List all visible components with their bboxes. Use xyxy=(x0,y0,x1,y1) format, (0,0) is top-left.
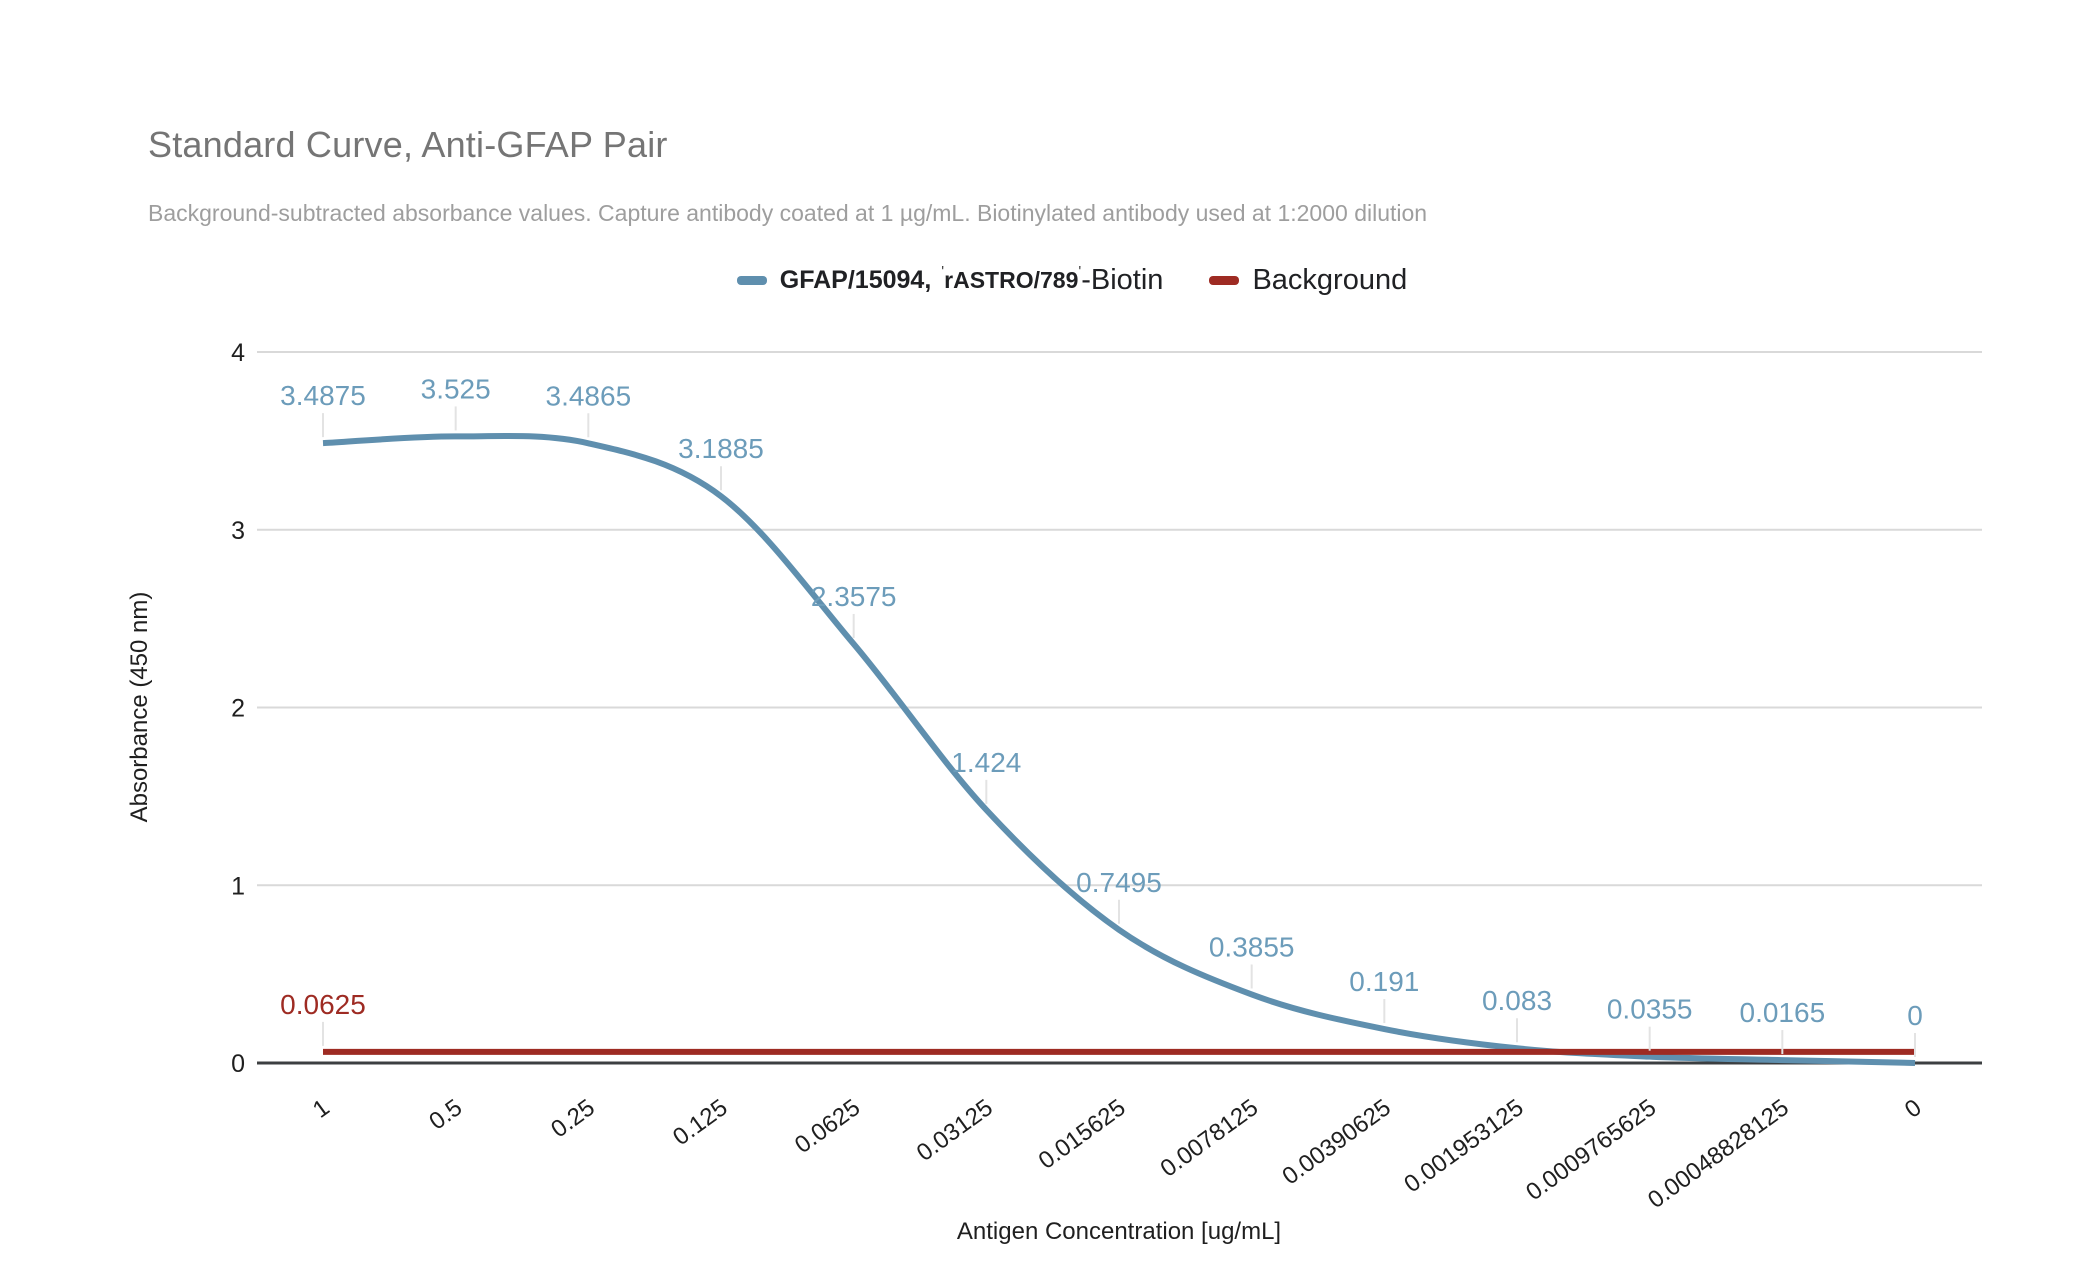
x-tick-label: 0.0078125 xyxy=(1156,1094,1264,1183)
legend: GFAP/15094 , ' rASTRO/789 ' -Biotin Back… xyxy=(0,263,2086,297)
x-tick-label: 0.125 xyxy=(668,1094,732,1151)
data-point-label: 1.424 xyxy=(951,747,1021,778)
legend-separator: , xyxy=(924,266,932,294)
x-tick-label: 0.00390625 xyxy=(1277,1094,1395,1190)
x-tick-label: 0.015625 xyxy=(1034,1094,1131,1175)
x-tick-label: 0.0009765625 xyxy=(1521,1094,1661,1206)
y-tick-label: 4 xyxy=(231,339,245,367)
x-axis-title: Antigen Concentration [ug/mL] xyxy=(956,1218,1282,1245)
y-tick-label: 0 xyxy=(231,1050,245,1078)
data-point-label: 0.0625 xyxy=(280,989,366,1020)
legend-quote-open: ' xyxy=(941,263,945,280)
chart-subtitle: Background-subtracted absorbance values.… xyxy=(148,200,1428,226)
y-tick-label: 2 xyxy=(231,695,245,723)
series-curve xyxy=(322,432,1916,1066)
data-point-label: 3.4875 xyxy=(280,380,366,411)
data-point-label: 0.0355 xyxy=(1607,994,1693,1025)
legend-series2-label: Background xyxy=(1252,264,1408,296)
data-point-label: 0.3855 xyxy=(1209,931,1295,962)
legend-series1-suffix: -Biotin xyxy=(1081,264,1164,296)
chart-title: Standard Curve, Anti-GFAP Pair xyxy=(148,124,668,165)
x-tick-label: 0.5 xyxy=(424,1094,467,1135)
data-point-label: 0.083 xyxy=(1482,985,1552,1016)
x-tick-label: 0.03125 xyxy=(912,1094,998,1167)
data-point-label: 2.3575 xyxy=(811,581,897,612)
y-tick-label: 1 xyxy=(231,872,245,900)
data-point-label: 0 xyxy=(1907,1000,1923,1031)
data-point-label: 3.525 xyxy=(421,373,491,404)
legend-series1-name2: rASTRO/789 xyxy=(944,267,1079,293)
legend-quote-close: ' xyxy=(1078,263,1082,280)
data-point-label: 0.7495 xyxy=(1076,867,1162,898)
x-tick-label: 0.00048828125 xyxy=(1643,1094,1794,1214)
y-tick-label: 3 xyxy=(231,517,245,545)
x-tick-label: 0.0625 xyxy=(790,1094,865,1159)
series1-swatch xyxy=(736,276,767,285)
data-point-label: 3.1885 xyxy=(678,433,764,464)
data-point-label: 3.4865 xyxy=(546,380,632,411)
y-axis-title: Absorbance (450 nm) xyxy=(126,591,153,823)
data-point-label: 0.0165 xyxy=(1740,997,1826,1028)
series2-swatch xyxy=(1209,276,1240,285)
x-tick-label: 1 xyxy=(308,1094,335,1124)
x-tick-label: 0.001953125 xyxy=(1399,1094,1528,1198)
x-tick-label: 0.25 xyxy=(546,1094,600,1143)
x-tick-label: 0 xyxy=(1900,1094,1927,1124)
legend-series1-name: GFAP/15094 xyxy=(779,266,925,294)
data-point-label: 0.191 xyxy=(1349,966,1419,997)
